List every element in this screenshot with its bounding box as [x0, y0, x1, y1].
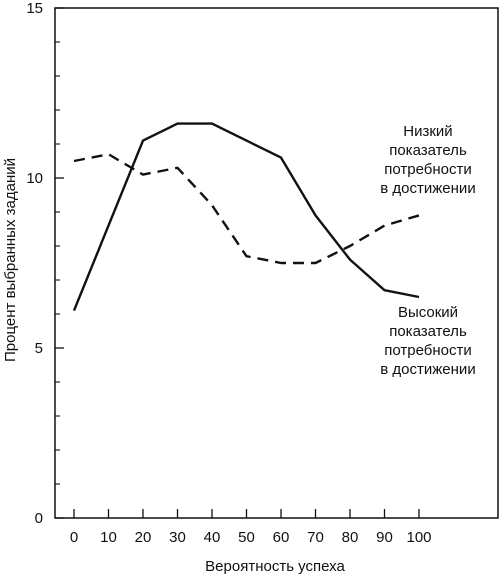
- x-tick-label: 60: [273, 529, 290, 546]
- high-achievement-line: [72, 122, 420, 312]
- series-lines: [72, 122, 420, 312]
- low-achievement-line: [73, 153, 420, 265]
- y-axis-title: Процент выбранных заданий: [2, 158, 19, 362]
- plot-frame: [54, 7, 499, 519]
- x-tick-label: 40: [204, 529, 221, 546]
- x-tick-label: 10: [100, 529, 117, 546]
- high-achievement-label: Высокий показатель потребности в достижении: [380, 304, 475, 378]
- series-label-line: потребности: [384, 342, 472, 359]
- x-tick-label: 0: [70, 529, 78, 546]
- series-label-line: Высокий: [398, 304, 458, 321]
- y-tick-label: 15: [26, 0, 43, 17]
- x-tick-label: 70: [307, 529, 324, 546]
- y-tick-label: 0: [35, 510, 43, 527]
- series-label-line: в достижении: [380, 180, 475, 197]
- y-axis-ticks: 0 5 10 15: [26, 0, 64, 527]
- x-tick-label: 100: [406, 529, 431, 546]
- series-labels: Высокий показатель потребности в достижении…: [380, 123, 475, 378]
- x-axis-ticks: 0 10 20 30 40 50 60 70 80 90 100: [70, 509, 432, 546]
- y-tick-label: 5: [35, 340, 43, 357]
- plot-border: [54, 7, 499, 519]
- x-tick-label: 50: [238, 529, 255, 546]
- x-tick-label: 30: [169, 529, 186, 546]
- x-tick-label: 90: [376, 529, 393, 546]
- x-tick-label: 20: [135, 529, 152, 546]
- series-label-line: Низкий: [403, 123, 452, 140]
- low-achievement-label: Низкий показатель потребности в достижении: [380, 123, 475, 197]
- series-label-line: в достижении: [380, 361, 475, 378]
- series-label-line: показатель: [389, 323, 467, 340]
- x-axis-title: Вероятность успеха: [205, 558, 345, 575]
- x-tick-label: 80: [342, 529, 359, 546]
- y-tick-label: 10: [26, 170, 43, 187]
- series-label-line: показатель: [389, 142, 467, 159]
- series-label-line: потребности: [384, 161, 472, 178]
